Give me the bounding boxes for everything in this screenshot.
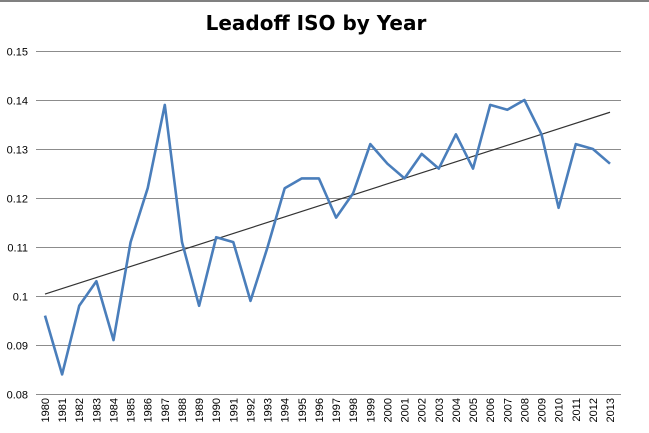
- y-tick-label: 0.09: [7, 341, 28, 353]
- x-tick-label: 1983: [91, 398, 103, 422]
- x-tick-label: 1989: [194, 398, 206, 422]
- x-tick-label: 1984: [108, 398, 120, 422]
- y-tick-label: 0.14: [7, 96, 28, 108]
- x-tick-label: 2007: [502, 398, 514, 422]
- series-line: [43, 98, 611, 376]
- x-tick-label: 2013: [605, 398, 617, 422]
- y-tick-label: 0.08: [7, 390, 28, 402]
- x-tick-label: 2005: [468, 398, 480, 422]
- x-tick-label: 2006: [485, 398, 497, 422]
- x-tick-label: 1980: [40, 398, 52, 422]
- y-tick-label: 0.15: [7, 47, 28, 59]
- x-tick-label: 1998: [348, 398, 360, 422]
- x-tick-label: 2011: [571, 398, 583, 422]
- x-tick-label: 1982: [74, 398, 86, 422]
- gridlines: [36, 51, 621, 395]
- x-tick-label: 2008: [519, 398, 531, 422]
- x-tick-label: 2000: [382, 398, 394, 422]
- x-tick-label: 2003: [434, 398, 446, 422]
- x-tick-label: 1988: [177, 398, 189, 422]
- x-tick-label: 1990: [211, 398, 223, 422]
- y-tick-label: 0.13: [7, 145, 28, 157]
- trend-line: [44, 111, 611, 295]
- x-tick-label: 1997: [331, 398, 343, 422]
- x-tick-label: 1996: [314, 398, 326, 422]
- y-tick-label: 0.12: [7, 194, 28, 206]
- x-tick-label: 2004: [451, 398, 463, 422]
- x-tick-label: 1993: [263, 398, 275, 422]
- y-axis-ticks: 0.08 0.09 0.1 0.11 0.12 0.13 0.14 0.15: [7, 47, 28, 402]
- x-tick-label: 1981: [57, 398, 69, 422]
- x-tick-label: 2012: [588, 398, 600, 422]
- x-tick-label: 1987: [160, 398, 172, 422]
- y-tick-label: 0.1: [13, 292, 28, 304]
- x-tick-label: 2009: [537, 398, 549, 422]
- x-tick-label: 1985: [126, 398, 138, 422]
- chart-title: Leadoff ISO by Year: [206, 11, 427, 35]
- x-tick-label: 2010: [554, 398, 566, 422]
- y-tick-label: 0.11: [7, 243, 28, 255]
- x-tick-label: 1992: [245, 398, 257, 422]
- x-tick-label: 1995: [297, 398, 309, 422]
- x-tick-label: 2001: [400, 398, 412, 422]
- x-tick-label: 2002: [417, 398, 429, 422]
- x-tick-label: 1986: [143, 398, 155, 422]
- x-tick-label: 1994: [280, 398, 292, 422]
- x-axis-ticks: 1980 1981 1982 1983 1984 1985 1986 1987 1988 1989…: [40, 398, 617, 422]
- x-tick-label: 1999: [365, 398, 377, 422]
- x-tick-label: 1991: [228, 398, 240, 422]
